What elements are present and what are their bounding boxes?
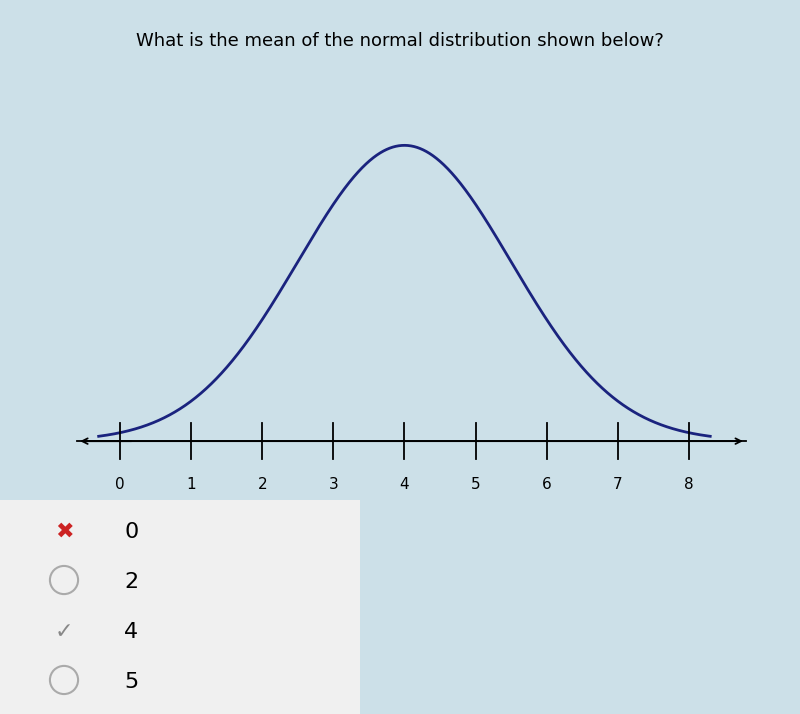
Text: 0: 0 — [115, 477, 125, 492]
Text: 5: 5 — [470, 477, 480, 492]
Text: 2: 2 — [124, 572, 138, 592]
Text: 5: 5 — [124, 672, 138, 692]
Text: 4: 4 — [400, 477, 410, 492]
Text: 0: 0 — [124, 522, 138, 542]
Text: What is the mean of the normal distribution shown below?: What is the mean of the normal distribut… — [136, 32, 664, 50]
Text: 8: 8 — [684, 477, 694, 492]
Text: 7: 7 — [613, 477, 622, 492]
Text: 4: 4 — [124, 622, 138, 642]
Text: 6: 6 — [542, 477, 551, 492]
Text: 1: 1 — [186, 477, 196, 492]
Text: 2: 2 — [258, 477, 267, 492]
Text: ✖: ✖ — [54, 522, 74, 542]
Text: ✓: ✓ — [54, 622, 74, 642]
Text: 3: 3 — [329, 477, 338, 492]
